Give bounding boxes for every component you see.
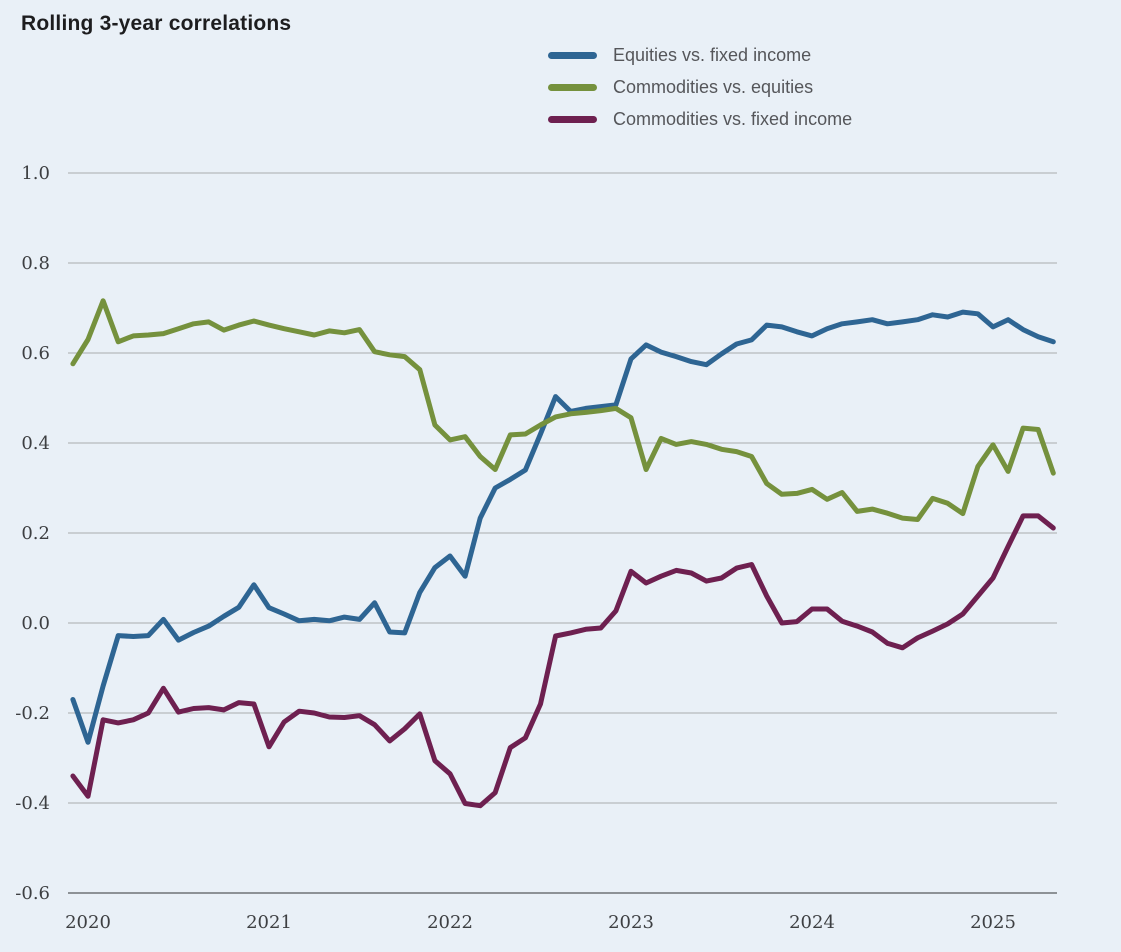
legend-label: Commodities vs. equities: [613, 76, 814, 97]
chart-title: Rolling 3-year correlations: [21, 12, 292, 35]
y-tick-label: -0.2: [15, 703, 50, 724]
series-line-commodities-vs-fixed-income: [70, 513, 1056, 809]
x-tick-label: 2021: [246, 912, 292, 933]
legend-label: Equities vs. fixed income: [613, 44, 812, 65]
chart-legend: Equities vs. fixed income Commodities vs…: [548, 45, 852, 129]
legend-swatch-blue: [548, 51, 597, 59]
series-line-equities-vs-fixed-income: [70, 309, 1056, 745]
y-tick-label: -0.6: [15, 883, 50, 904]
x-tick-label: 2020: [65, 912, 111, 933]
y-tick-label: 1.0: [21, 163, 50, 184]
y-tick-label: 0.4: [21, 433, 50, 454]
legend-item-commodities-vs-equities: Commodities vs. equities: [548, 77, 852, 97]
series-line-commodities-vs-equities: [70, 298, 1056, 522]
legend-swatch-maroon: [548, 115, 597, 123]
legend-label: Commodities vs. fixed income: [613, 108, 853, 129]
y-tick-label: -0.4: [15, 793, 50, 814]
y-tick-label: 0.8: [21, 253, 50, 274]
y-tick-label: 0.0: [21, 613, 50, 634]
x-tick-label: 2024: [789, 912, 835, 933]
y-tick-label: 0.6: [21, 343, 50, 364]
legend-swatch-green: [548, 83, 597, 91]
legend-item-equities-vs-fixed-income: Equities vs. fixed income: [548, 45, 852, 65]
x-tick-label: 2022: [427, 912, 473, 933]
x-tick-label: 2023: [608, 912, 654, 933]
y-tick-label: 0.2: [21, 523, 50, 544]
x-tick-label: 2025: [970, 912, 1016, 933]
legend-item-commodities-vs-fixed-income: Commodities vs. fixed income: [548, 109, 852, 129]
